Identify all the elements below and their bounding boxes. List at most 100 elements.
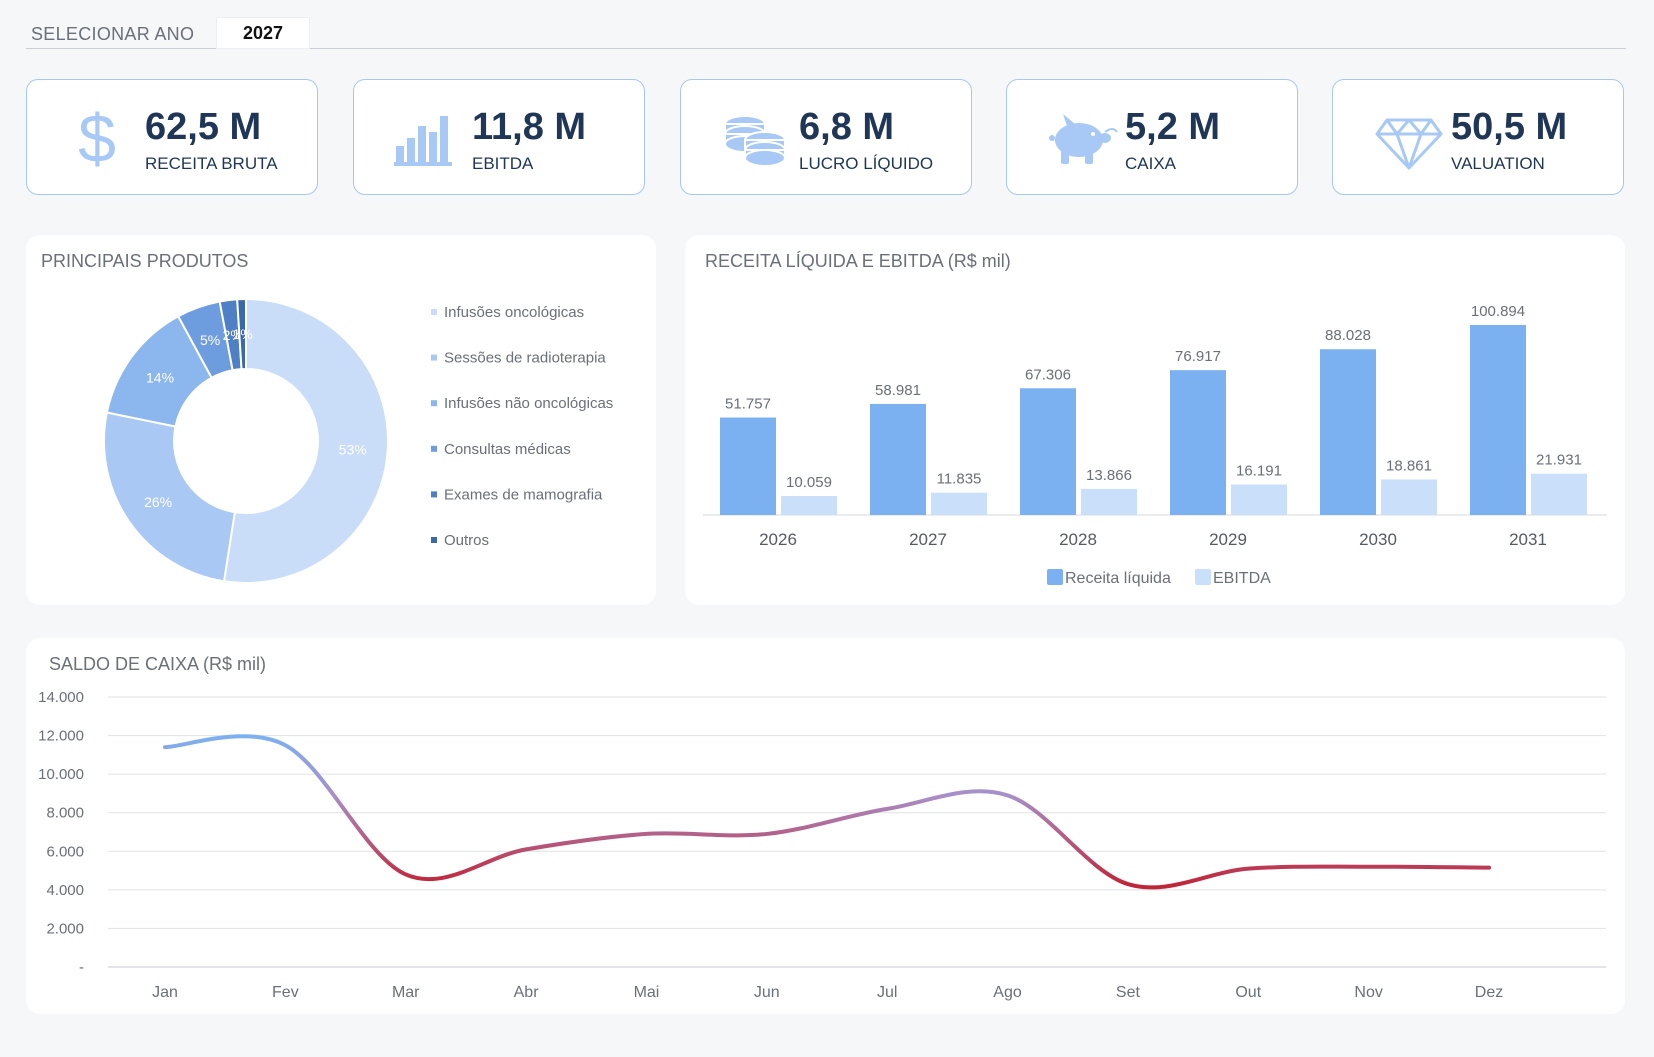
legend-marker [1195, 569, 1211, 585]
bar-chart-title: RECEITA LÍQUIDA E EBITDA (R$ mil) [705, 251, 1011, 271]
kpi-card-receita-bruta: $ 62,5 M RECEITA BRUTA [26, 79, 318, 195]
year-selector-value[interactable]: 2027 [216, 17, 310, 49]
kpi-label: LUCRO LÍQUIDO [799, 154, 934, 173]
bar-value-label: 76.917 [1175, 348, 1221, 365]
bar [1231, 484, 1287, 515]
x-tick-label: Set [1116, 984, 1141, 1001]
coins-icon [724, 115, 786, 167]
y-tick-label: 2.000 [46, 920, 84, 937]
bar-chart-icon [394, 116, 452, 166]
bar-value-label: 88.028 [1325, 327, 1371, 344]
y-tick-label: 6.000 [46, 843, 84, 860]
principais-produtos-panel: PRINCIPAIS PRODUTOS 53% 26% 14% 5% 2% 1% Infus… [26, 235, 656, 605]
line-chart-title: SALDO DE CAIXA (R$ mil) [49, 654, 267, 674]
x-tick-label: 2026 [759, 530, 797, 549]
bar [1020, 388, 1076, 515]
kpi-value: 5,2 M [1125, 106, 1221, 148]
x-tick-label: Jul [877, 984, 897, 1001]
legend-marker [1047, 569, 1063, 585]
legend-entry: Outros [444, 532, 489, 549]
legend-marker [431, 537, 437, 543]
x-tick-label: Out [1235, 984, 1261, 1001]
bar [1170, 370, 1226, 515]
y-tick-label: 8.000 [46, 805, 84, 822]
donut-slice-label: 5% [200, 332, 220, 348]
y-tick-label: 12.000 [38, 728, 84, 745]
kpi-card-caixa: 5,2 M CAIXA [1006, 79, 1298, 195]
x-tick-label: Ago [993, 984, 1022, 1001]
x-tick-label: 2028 [1059, 530, 1097, 549]
bar-value-label: 100.894 [1471, 303, 1525, 320]
legend-entry: Consultas médicas [444, 441, 571, 458]
legend-marker [431, 400, 437, 407]
bar [931, 492, 987, 515]
x-tick-label: 2029 [1209, 530, 1247, 549]
donut-slice-label: 1% [233, 326, 253, 342]
piggy-bank-icon [1049, 114, 1118, 164]
donut-slice [103, 411, 236, 583]
kpi-label: VALUATION [1451, 154, 1545, 173]
year-selector-label: SELECIONAR ANO [31, 24, 195, 44]
x-tick-label: Fev [272, 984, 299, 1001]
saldo-line [163, 734, 1491, 890]
legend-entry: Infusões não oncológicas [444, 395, 613, 412]
bar [720, 417, 776, 515]
diamond-icon [1375, 118, 1443, 170]
legend-marker [431, 491, 437, 498]
x-tick-label: Dez [1475, 984, 1503, 1001]
bar-value-label: 11.835 [937, 471, 982, 488]
donut-slice-label: 26% [144, 494, 172, 510]
y-tick-label: 14.000 [38, 689, 84, 706]
donut-slice-label: 53% [339, 441, 367, 457]
legend-entry: Receita líquida [1065, 570, 1171, 587]
legend-entry: Infusões oncológicas [444, 304, 584, 321]
saldo-caixa-panel: SALDO DE CAIXA (R$ mil) - 2.000 4.000 6.000… [26, 638, 1625, 1014]
bar-value-label: 10.059 [786, 474, 832, 491]
bar-value-label: 51.757 [725, 396, 771, 413]
bar [1081, 488, 1137, 515]
legend-entry: EBITDA [1213, 570, 1271, 587]
x-tick-label: 2031 [1509, 530, 1547, 549]
kpi-label: CAIXA [1125, 154, 1177, 173]
x-tick-label: Mai [634, 984, 660, 1001]
legend-marker [431, 445, 437, 452]
donut-slice-label: 2% [223, 327, 243, 343]
x-tick-label: 2030 [1359, 530, 1397, 549]
kpi-card-lucro-liquido: 6,8 M LUCRO LÍQUIDO [680, 79, 972, 195]
bar [1381, 479, 1437, 515]
x-tick-label: Mar [392, 984, 420, 1001]
x-tick-label: 2027 [909, 530, 947, 549]
bar-value-label: 18.861 [1386, 457, 1432, 474]
legend-marker [431, 354, 437, 361]
legend-entry: Exames de mamografia [444, 486, 603, 503]
kpi-label: EBITDA [472, 154, 534, 173]
donut-slice [222, 297, 389, 584]
bar-value-label: 67.306 [1025, 366, 1071, 383]
bar-value-label: 58.981 [875, 382, 921, 399]
x-tick-label: Jun [754, 984, 780, 1001]
kpi-value: 50,5 M [1451, 106, 1568, 148]
kpi-value: 6,8 M [799, 106, 895, 148]
kpi-card-valuation: 50,5 M VALUATION [1332, 79, 1624, 195]
bar-value-label: 13.866 [1086, 467, 1132, 484]
y-tick-label: - [79, 959, 84, 976]
x-tick-label: Jan [152, 984, 178, 1001]
legend-marker [431, 309, 437, 315]
x-tick-label: Nov [1354, 984, 1382, 1001]
kpi-value: 62,5 M [145, 106, 262, 148]
donut-slice [236, 297, 247, 371]
bar-value-label: 21.931 [1536, 452, 1582, 469]
x-tick-label: Abr [514, 984, 540, 1001]
kpi-value: 11,8 M [472, 106, 587, 148]
line-chart: - 2.000 4.000 6.000 8.000 10.000 12.000 14.000 J… [38, 689, 1606, 1001]
legend-entry: Sessões de radioterapia [444, 350, 606, 367]
donut-slice-label: 14% [146, 369, 174, 385]
donut-chart: 53% 26% 14% 5% 2%1% Infusões oncológicas Sessõ… [103, 297, 613, 584]
bar [870, 403, 926, 515]
svg-text:$: $ [78, 102, 116, 174]
dollar-icon: $ [78, 102, 116, 174]
bar [1470, 325, 1526, 515]
bar [1531, 473, 1587, 515]
y-tick-label: 4.000 [46, 882, 84, 899]
bar [1320, 349, 1376, 515]
